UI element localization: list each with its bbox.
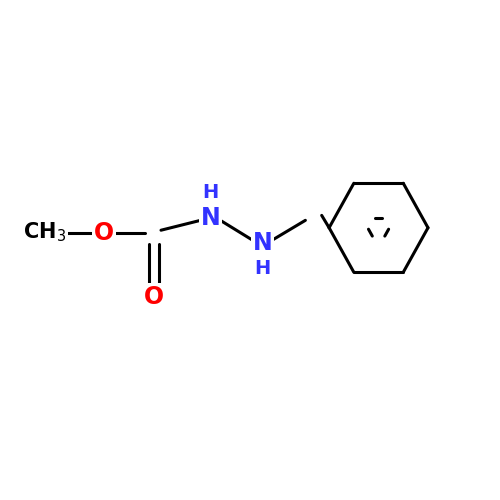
Text: O: O (144, 285, 164, 309)
Text: N: N (252, 230, 272, 254)
Text: O: O (94, 220, 114, 244)
Text: CH$_3$: CH$_3$ (24, 221, 66, 244)
Text: H: H (202, 182, 218, 202)
Text: H: H (254, 259, 270, 278)
Text: N: N (200, 206, 220, 230)
